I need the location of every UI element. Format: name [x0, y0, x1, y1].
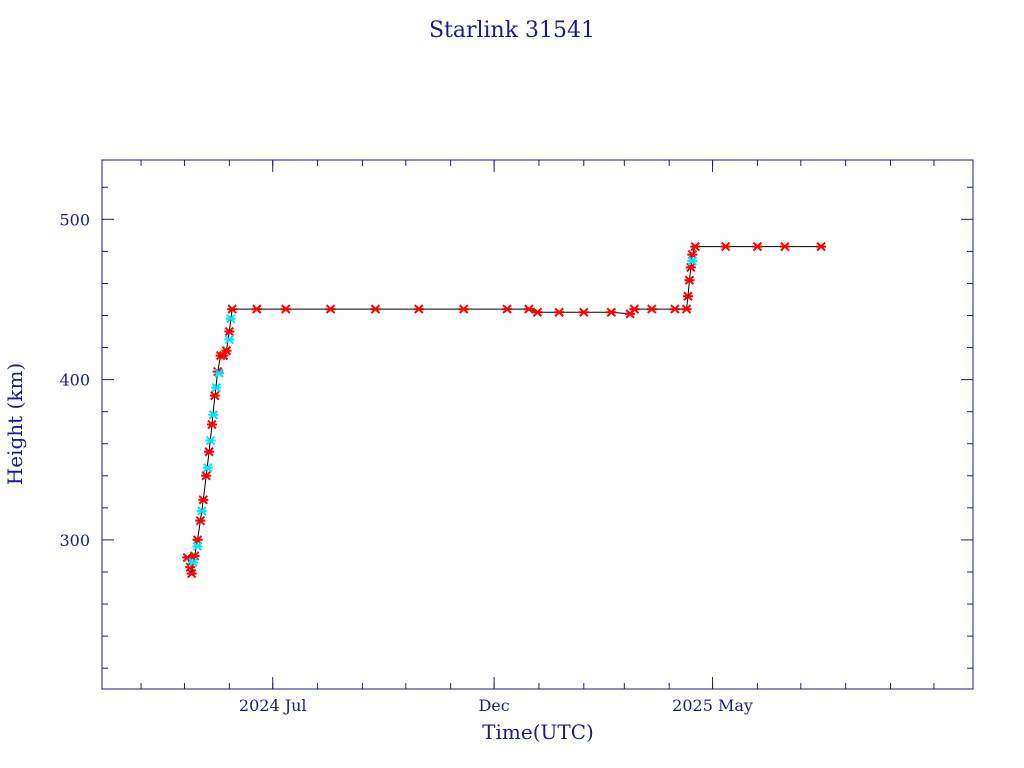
data-point [629, 304, 640, 314]
data-point [523, 304, 534, 314]
data-point [370, 304, 381, 314]
data-point-secondary [225, 313, 236, 324]
x-tick-label: 2024 Jul [239, 696, 307, 715]
data-point [251, 304, 262, 314]
y-ticks: 300 400 500 [59, 186, 973, 669]
data-point-secondary [196, 506, 207, 516]
y-tick-label: 400 [59, 371, 90, 390]
data-point-secondary [208, 410, 219, 420]
data-point-secondary [211, 382, 222, 393]
data-point [458, 304, 469, 314]
series-points [182, 241, 827, 579]
x-axis-label: Time(UTC) [482, 720, 594, 744]
data-point-secondary [205, 435, 216, 446]
data-point [209, 390, 220, 401]
data-point [532, 307, 543, 317]
y-tick-label: 300 [59, 531, 90, 550]
data-point [779, 241, 790, 252]
data-point [682, 291, 693, 301]
data-point [502, 304, 513, 314]
data-point [195, 515, 206, 526]
data-point [681, 304, 692, 314]
series-line [186, 246, 822, 574]
data-point-secondary [224, 334, 235, 345]
series-line-path [186, 246, 822, 574]
chart-title: Starlink 31541 [429, 18, 595, 43]
data-point [646, 304, 657, 314]
data-point [752, 241, 763, 252]
data-point [221, 346, 232, 356]
data-point [201, 471, 212, 481]
data-point [606, 307, 617, 317]
data-point [690, 241, 701, 252]
data-point-secondary [192, 541, 203, 552]
data-point-secondary [202, 463, 213, 473]
data-point [186, 568, 197, 579]
data-point [578, 307, 589, 317]
data-point [224, 326, 235, 337]
data-point-secondary [214, 368, 225, 378]
plot-frame [101, 159, 974, 690]
data-point [720, 241, 731, 252]
data-point [413, 304, 424, 314]
x-ticks: 2024 Jul Dec 2025 May [239, 160, 753, 715]
data-point-secondary [188, 557, 199, 568]
data-point-secondary [687, 256, 698, 266]
data-point [554, 307, 565, 317]
data-point [816, 241, 827, 252]
data-point [218, 350, 229, 361]
data-point [684, 275, 695, 285]
data-point [280, 304, 291, 314]
data-point [204, 447, 215, 457]
y-axis-label: Height (km) [3, 363, 27, 485]
x-minor-ticks [140, 160, 935, 689]
data-point [206, 419, 217, 430]
x-tick-label: Dec [478, 696, 509, 715]
x-tick-label: 2025 May [672, 696, 753, 715]
data-point [669, 304, 680, 314]
data-point [325, 304, 336, 314]
data-point [227, 304, 238, 314]
y-tick-label: 500 [59, 210, 90, 229]
data-point [198, 495, 209, 505]
